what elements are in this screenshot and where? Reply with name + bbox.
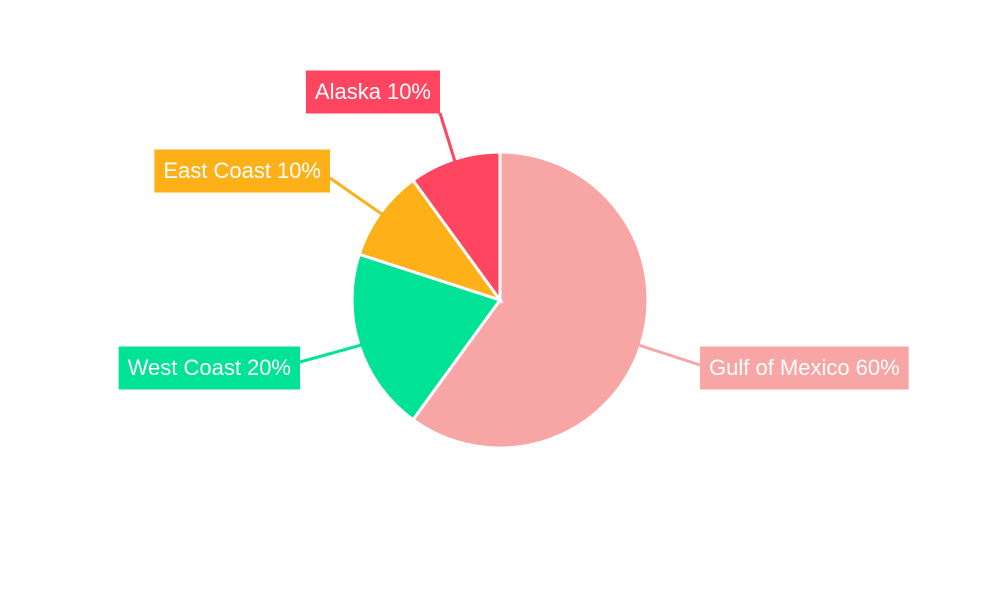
label-value: 10% [387, 79, 431, 104]
leader-line [299, 343, 362, 364]
label-box [154, 149, 330, 193]
label-name: Gulf of Mexico [709, 355, 850, 380]
label-name: West Coast [128, 355, 241, 380]
data-label: Gulf of Mexico 60% [700, 346, 909, 390]
leader-line [638, 343, 701, 367]
leader-line [329, 176, 383, 216]
data-label: Alaska 10% [305, 70, 440, 114]
label-value: 20% [247, 355, 291, 380]
label-text: East Coast 10% [163, 158, 321, 183]
label-value: 60% [856, 355, 900, 380]
label-box [700, 346, 909, 390]
leader-line [438, 112, 457, 162]
label-text: Alaska 10% [315, 79, 431, 104]
label-name: Alaska [315, 79, 382, 104]
label-value: 10% [277, 158, 321, 183]
data-label: East Coast 10% [154, 149, 330, 193]
data-label: West Coast 20% [118, 346, 300, 390]
label-name: East Coast [163, 158, 271, 183]
label-box [118, 346, 300, 390]
label-text: West Coast 20% [128, 355, 291, 380]
label-text: Gulf of Mexico 60% [709, 355, 900, 380]
label-box [305, 70, 440, 114]
